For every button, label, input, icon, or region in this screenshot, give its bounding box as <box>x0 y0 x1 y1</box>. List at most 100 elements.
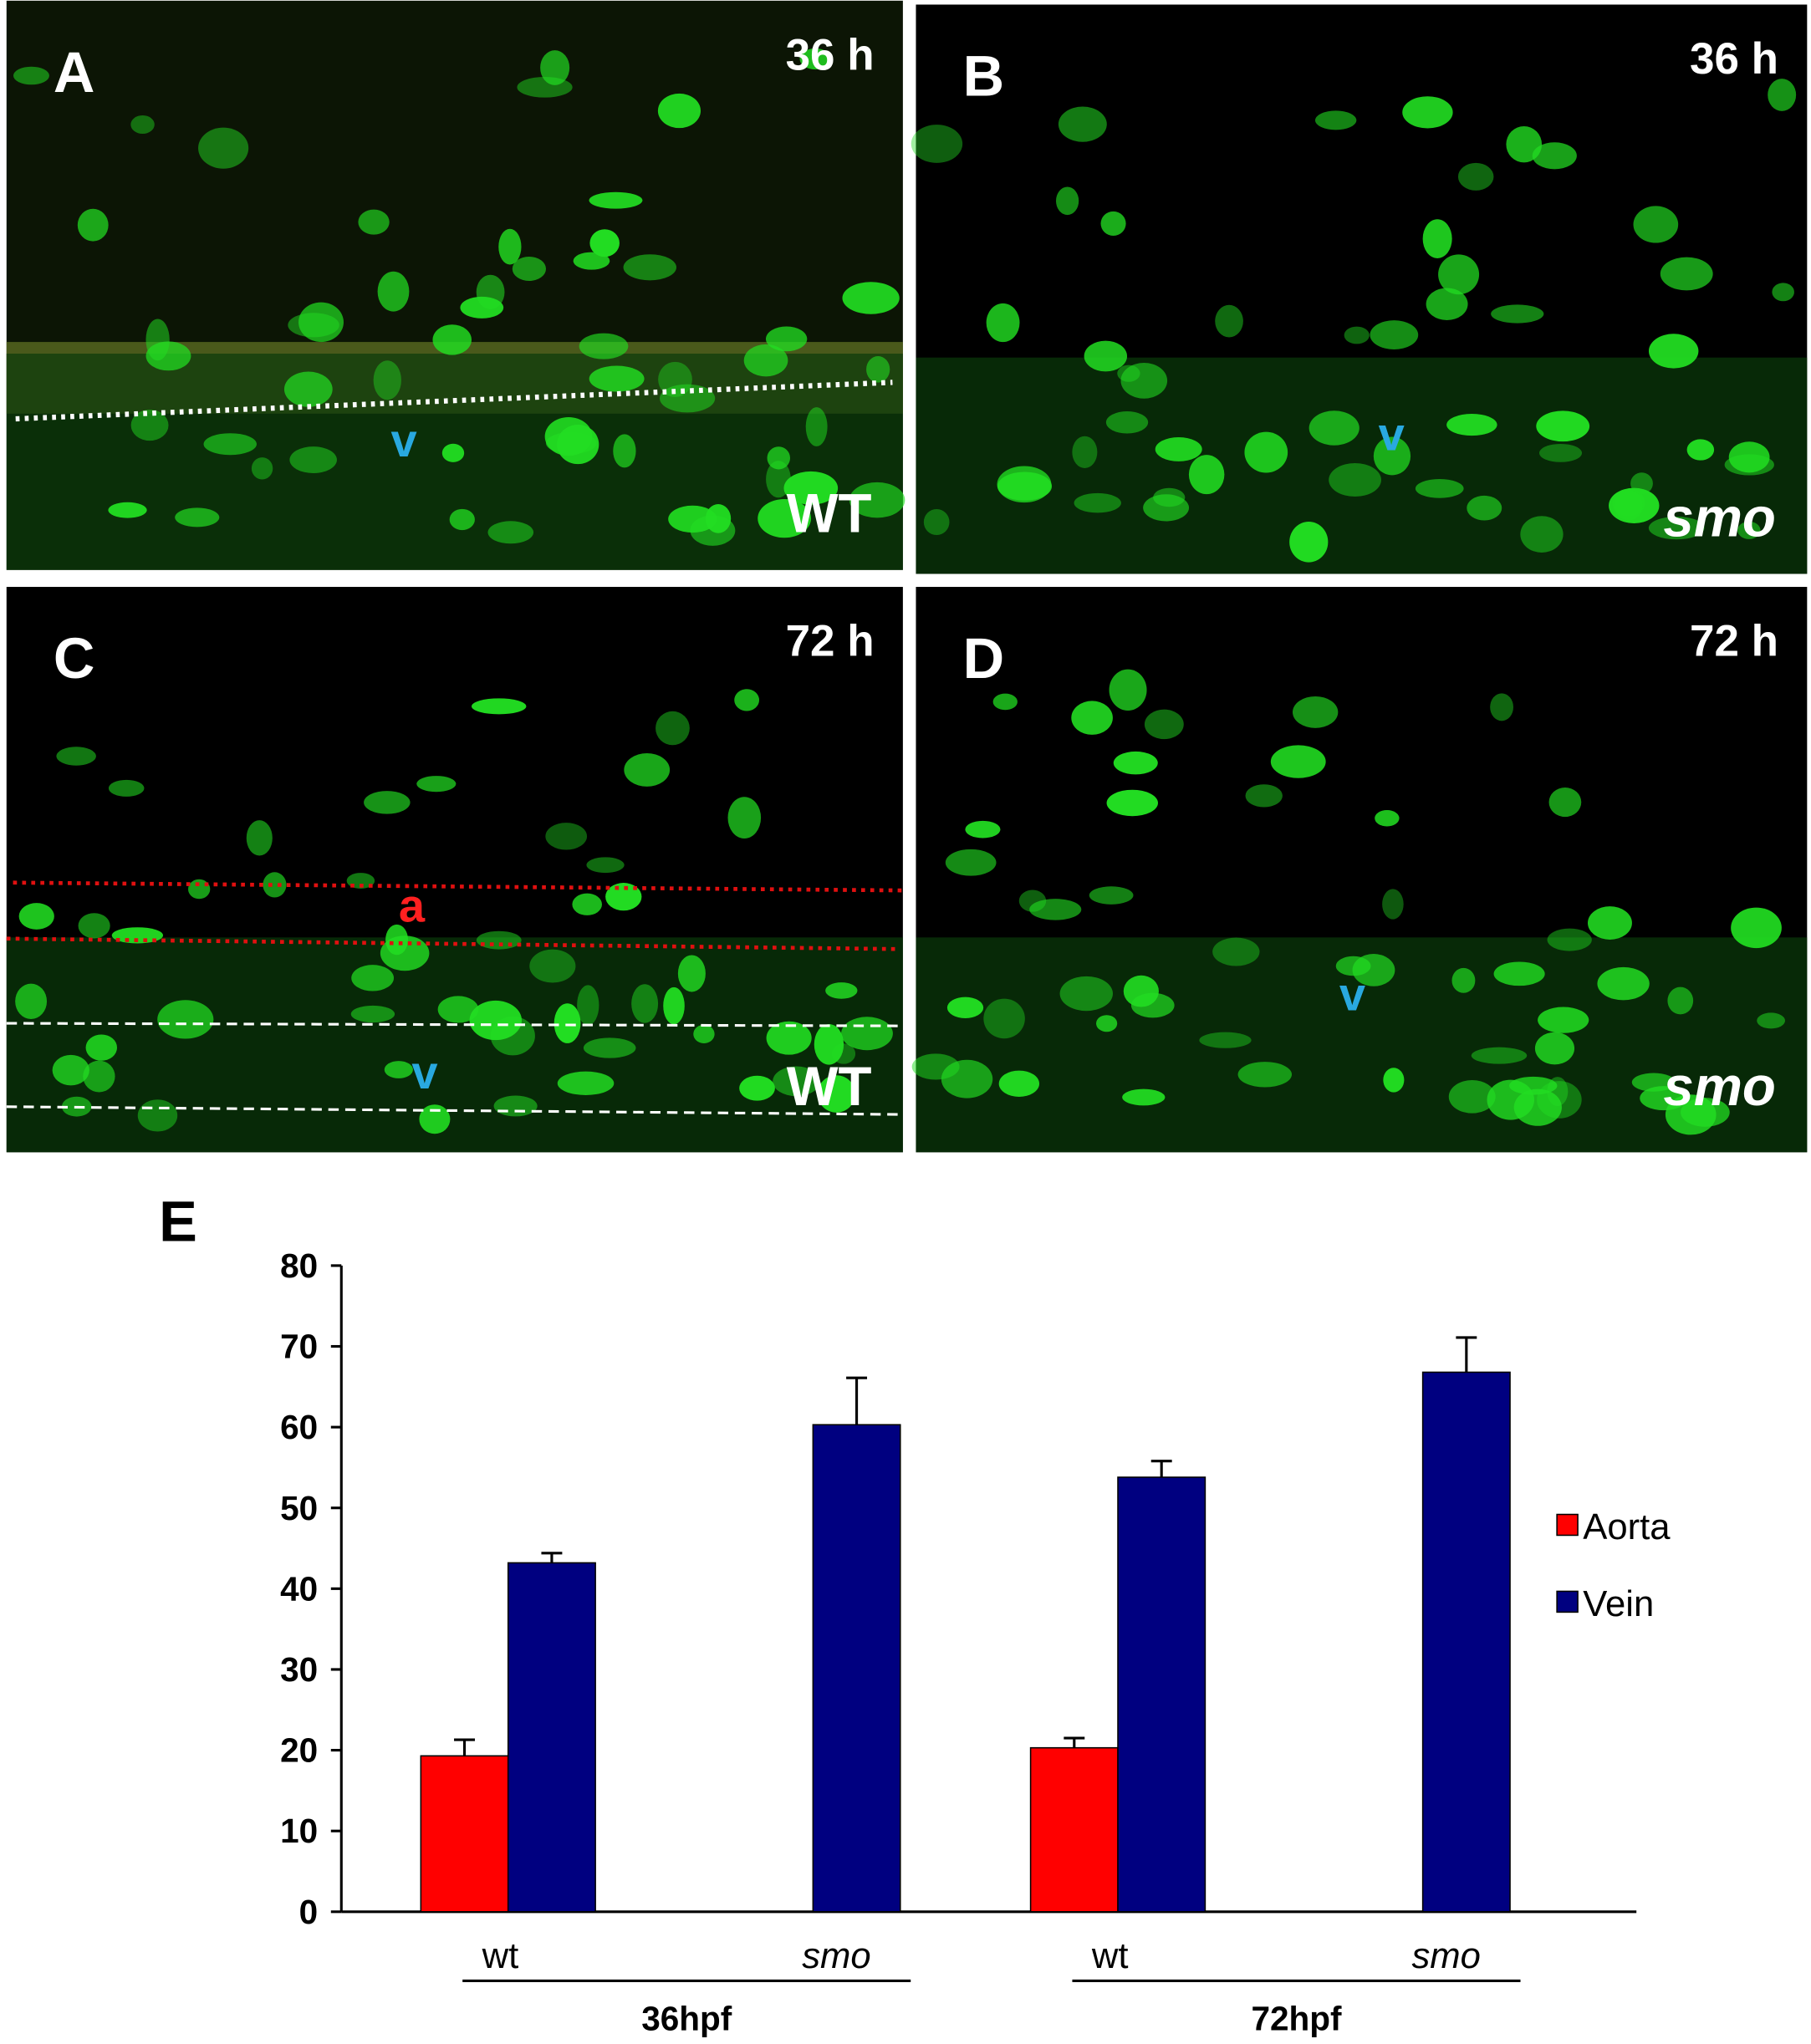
cell <box>1373 436 1411 476</box>
cell <box>529 949 576 983</box>
cell <box>1728 441 1770 473</box>
cell <box>1215 304 1243 338</box>
vessel-marker: v <box>1339 967 1365 1020</box>
cell <box>1188 455 1225 495</box>
cell <box>986 303 1020 343</box>
cell <box>1293 696 1339 728</box>
cell <box>1329 463 1381 497</box>
cell <box>157 1000 214 1039</box>
cell <box>1155 437 1202 461</box>
cell <box>1426 288 1468 320</box>
cell <box>1089 886 1134 905</box>
cell <box>1370 320 1419 349</box>
cell <box>1072 436 1098 468</box>
cell <box>1105 410 1149 434</box>
y-tick-label: 10 <box>280 1812 318 1850</box>
cell <box>517 76 573 98</box>
cell <box>416 776 457 793</box>
cell <box>814 1023 844 1065</box>
cell <box>1548 788 1582 818</box>
error-bar <box>454 1738 475 1756</box>
cell <box>1737 521 1761 539</box>
tissue-band <box>916 357 1808 574</box>
error-bar <box>1456 1336 1477 1373</box>
cell <box>1055 186 1079 216</box>
cell <box>1640 1086 1688 1111</box>
cell <box>175 507 220 528</box>
cell <box>1667 986 1694 1015</box>
cell <box>373 360 401 400</box>
cell <box>487 521 534 544</box>
cell <box>656 711 690 746</box>
cell <box>1587 906 1632 940</box>
cell <box>289 446 337 473</box>
cell <box>1422 219 1452 258</box>
panel-label: D <box>963 626 1005 691</box>
cell <box>1344 326 1370 344</box>
cell <box>77 208 109 242</box>
cell <box>923 508 950 536</box>
error-bar <box>846 1376 868 1425</box>
cell <box>605 883 642 911</box>
cell <box>251 457 273 480</box>
cell <box>825 982 858 999</box>
cell <box>657 93 701 129</box>
error-bar <box>541 1552 563 1563</box>
cell <box>1648 516 1705 540</box>
cell <box>493 1095 538 1117</box>
cell <box>589 229 620 257</box>
cell <box>1314 110 1357 130</box>
x-tick-label: wt <box>1091 1936 1129 1976</box>
bar <box>507 1562 596 1913</box>
cell <box>246 820 273 856</box>
cell <box>283 371 333 407</box>
cell <box>613 434 636 468</box>
cell <box>663 986 685 1025</box>
time-label: 36 h <box>786 30 875 79</box>
x-tick-label: smo <box>1411 1936 1480 1976</box>
error-bar <box>1150 1460 1172 1478</box>
cell <box>1245 784 1283 808</box>
cell <box>842 282 900 314</box>
x-tick-label: wt <box>482 1936 519 1976</box>
cell <box>449 508 475 531</box>
bar <box>1421 1371 1511 1913</box>
cell <box>965 820 1001 838</box>
y-tick-label: 70 <box>280 1328 318 1366</box>
cell <box>1071 701 1113 735</box>
cell <box>1109 669 1147 711</box>
cell <box>1448 1080 1496 1114</box>
cell <box>377 271 410 312</box>
y-tick-label: 40 <box>280 1569 318 1608</box>
cell <box>586 857 625 874</box>
cell <box>1446 414 1497 436</box>
cell <box>945 849 997 876</box>
cell <box>476 274 505 309</box>
cell <box>849 482 906 518</box>
cell <box>1237 1062 1293 1088</box>
tissue-band <box>6 937 903 1153</box>
cell <box>1768 79 1797 111</box>
cell <box>83 1060 115 1093</box>
cell <box>108 502 147 518</box>
cell <box>866 356 890 383</box>
y-tick-label: 60 <box>280 1408 318 1446</box>
cell <box>1681 1098 1730 1127</box>
legend-swatch <box>1556 1513 1579 1537</box>
cell <box>1633 206 1679 243</box>
cell <box>1122 1088 1166 1106</box>
cell <box>1074 492 1121 513</box>
x-tick-label: smo <box>802 1936 870 1976</box>
cell <box>690 515 736 546</box>
cell <box>1686 439 1715 461</box>
vessel-marker: v <box>1379 407 1405 460</box>
y-tick-label: 30 <box>280 1650 318 1689</box>
cell <box>137 1099 178 1132</box>
cell <box>52 1054 89 1086</box>
cell <box>203 433 257 456</box>
cell <box>911 125 963 163</box>
cell <box>1490 693 1514 721</box>
cell <box>631 984 659 1023</box>
time-label: 72 h <box>786 617 875 666</box>
